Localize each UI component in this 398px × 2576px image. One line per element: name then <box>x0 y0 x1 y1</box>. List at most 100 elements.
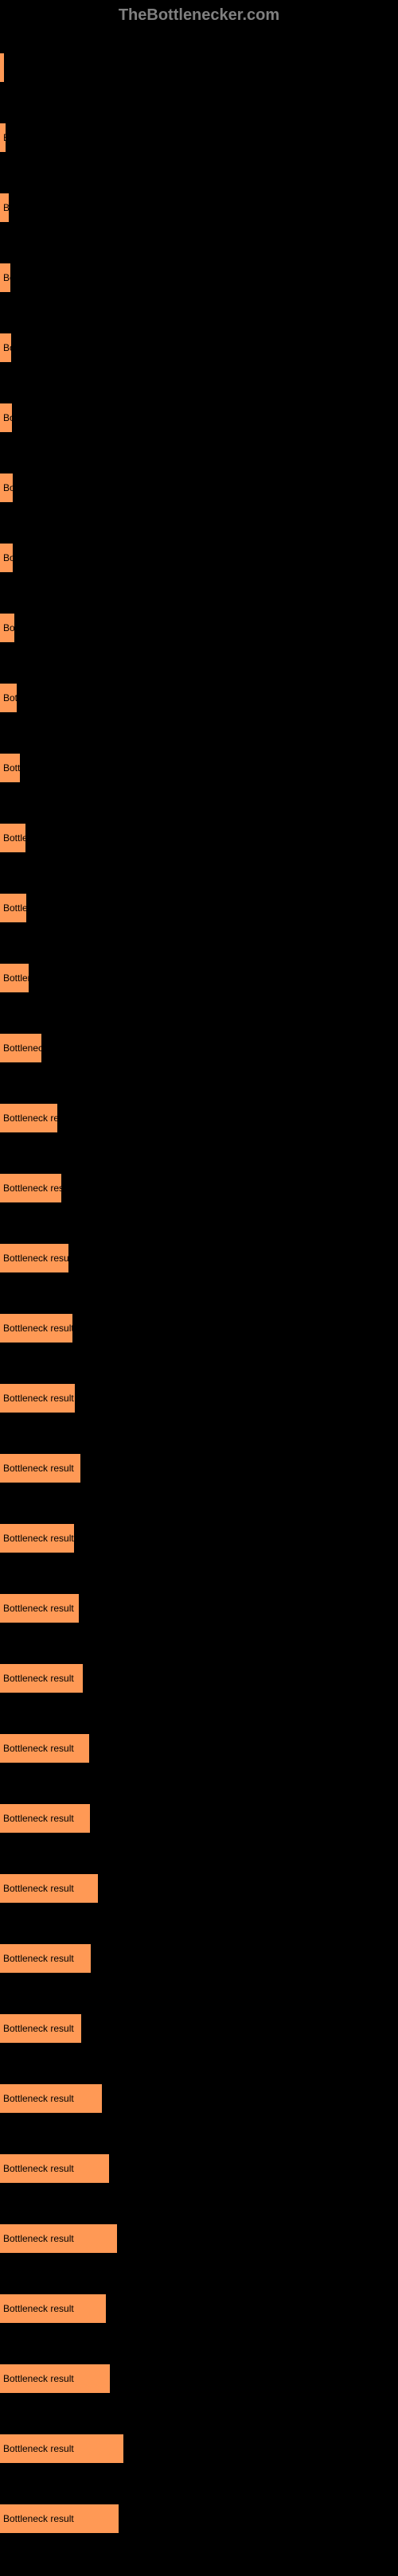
bar-label: Bottleneck result <box>3 62 4 73</box>
bar: Bottleneck result <box>0 53 4 82</box>
bar-label: Bottleneck result <box>3 1183 61 1194</box>
bar-label: Bottleneck result <box>3 1953 74 1964</box>
bar: Bottleneck result <box>0 263 10 292</box>
bar-row: Bottleneck result <box>0 249 398 306</box>
bar-row: Bottleneck result <box>0 1230 398 1287</box>
bar: Bottleneck result <box>0 684 17 712</box>
bar-label: Bottleneck result <box>3 1673 74 1684</box>
bar: Bottleneck result <box>0 1524 74 1553</box>
bar-label: Bottleneck result <box>3 1883 74 1894</box>
bar-label: Bottleneck result <box>3 412 12 423</box>
bar-label: Bottleneck result <box>3 902 26 914</box>
bar-label: Bottleneck result <box>3 972 29 984</box>
bar-label: Bottleneck result <box>3 342 11 353</box>
bar: Bottleneck result <box>0 824 25 852</box>
bar: Bottleneck result <box>0 474 13 502</box>
bar-label: Bottleneck result <box>3 1463 74 1474</box>
bar-label: Bottleneck result <box>3 1113 57 1124</box>
bar: Bottleneck result <box>0 1034 41 1062</box>
bar: Bottleneck result <box>0 2154 109 2183</box>
bar: Bottleneck result <box>0 964 29 992</box>
bar-label: Bottleneck result <box>3 1323 72 1334</box>
bar-label: Bottleneck result <box>3 762 20 774</box>
bar-row: Bottleneck result <box>0 1720 398 1777</box>
bar-row: Bottleneck result <box>0 39 398 96</box>
bar: Bottleneck result <box>0 2434 123 2463</box>
bar-row: Bottleneck result <box>0 1650 398 1707</box>
bar: Bottleneck result <box>0 2224 117 2253</box>
bar: Bottleneck result <box>0 1244 68 1272</box>
bar: Bottleneck result <box>0 1384 75 1413</box>
bar-row: Bottleneck result <box>0 459 398 516</box>
bar-row: Bottleneck result <box>0 1510 398 1567</box>
bar-chart: Bottleneck result Bottleneck result Bottle… <box>0 31 398 2576</box>
bar: Bottleneck result <box>0 123 6 152</box>
bar: Bottleneck result <box>0 2504 119 2533</box>
bar-row: Bottleneck result <box>0 879 398 937</box>
bar: Bottleneck result <box>0 2294 106 2323</box>
bar: Bottleneck result <box>0 2364 110 2393</box>
bar: Bottleneck result <box>0 1594 79 1623</box>
bar-label: Bottleneck result <box>3 2443 74 2454</box>
bar-row: Bottleneck result <box>0 949 398 1007</box>
bar-row: Bottleneck result <box>0 1089 398 1147</box>
bar: Bottleneck result <box>0 754 20 782</box>
bar-row: Bottleneck result <box>0 2280 398 2337</box>
bar-label: Bottleneck result <box>3 1813 74 1824</box>
bar: Bottleneck result <box>0 1944 91 1973</box>
bar-row: Bottleneck result <box>0 1860 398 1917</box>
bar: Bottleneck result <box>0 1874 98 1903</box>
bar-row: Bottleneck result <box>0 1300 398 1357</box>
bar-row: Bottleneck result <box>0 1580 398 1637</box>
bar-label: Bottleneck result <box>3 132 6 143</box>
bar-label: Bottleneck result <box>3 2373 74 2384</box>
bar: Bottleneck result <box>0 1664 83 1693</box>
bar-row: Bottleneck result <box>0 319 398 376</box>
bar-label: Bottleneck result <box>3 1042 41 1054</box>
bar-row: Bottleneck result <box>0 599 398 657</box>
bar-label: Bottleneck result <box>3 2233 74 2244</box>
bar-label: Bottleneck result <box>3 2163 74 2174</box>
bar-row: Bottleneck result <box>0 2140 398 2197</box>
bar-row: Bottleneck result <box>0 529 398 587</box>
bar-row: Bottleneck result <box>0 1790 398 1847</box>
bar: Bottleneck result <box>0 894 26 922</box>
bar-label: Bottleneck result <box>3 1393 74 1404</box>
bar-row: Bottleneck result <box>0 2420 398 2477</box>
bar-row: Bottleneck result <box>0 1370 398 1427</box>
bar: Bottleneck result <box>0 1174 61 1202</box>
bar-row: Bottleneck result <box>0 739 398 797</box>
bar: Bottleneck result <box>0 403 12 432</box>
bar-label: Bottleneck result <box>3 202 9 213</box>
bar-row: Bottleneck result <box>0 1159 398 1217</box>
bar-label: Bottleneck result <box>3 1253 68 1264</box>
bar: Bottleneck result <box>0 193 9 222</box>
bar-label: Bottleneck result <box>3 2093 74 2104</box>
bar: Bottleneck result <box>0 544 13 572</box>
bar-row: Bottleneck result <box>0 389 398 446</box>
bar-row: Bottleneck result <box>0 669 398 727</box>
bar: Bottleneck result <box>0 2084 102 2113</box>
bar-row: Bottleneck result <box>0 1930 398 1987</box>
bar-label: Bottleneck result <box>3 1533 74 1544</box>
bar: Bottleneck result <box>0 333 11 362</box>
bar: Bottleneck result <box>0 1804 90 1833</box>
bar: Bottleneck result <box>0 1734 89 1763</box>
bar-label: Bottleneck result <box>3 832 25 844</box>
bar-label: Bottleneck result <box>3 272 10 283</box>
bar-row: Bottleneck result <box>0 2490 398 2547</box>
bar-row: Bottleneck result <box>0 1019 398 1077</box>
bar-label: Bottleneck result <box>3 552 13 563</box>
bar-label: Bottleneck result <box>3 2303 74 2314</box>
bar-label: Bottleneck result <box>3 1603 74 1614</box>
bar-row: Bottleneck result <box>0 1440 398 1497</box>
bar-row: Bottleneck result <box>0 109 398 166</box>
bar-row: Bottleneck result <box>0 2350 398 2407</box>
bar-row: Bottleneck result <box>0 2070 398 2127</box>
bar-label: Bottleneck result <box>3 482 13 493</box>
bar-label: Bottleneck result <box>3 1743 74 1754</box>
bar: Bottleneck result <box>0 1104 57 1132</box>
bar-label: Bottleneck result <box>3 2513 74 2524</box>
bar-label: Bottleneck result <box>3 692 17 703</box>
bar-label: Bottleneck result <box>3 2023 74 2034</box>
